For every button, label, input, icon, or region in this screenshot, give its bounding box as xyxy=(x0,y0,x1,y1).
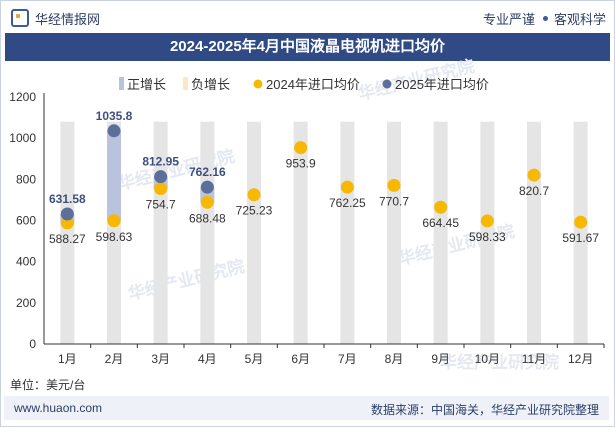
legend-swatch-bar xyxy=(183,77,188,90)
legend-label: 负增长 xyxy=(191,77,230,92)
dot-2024 xyxy=(60,216,74,230)
background-column xyxy=(573,121,588,344)
dot-2024 xyxy=(480,214,494,228)
x-tick-label: 1月 xyxy=(58,352,77,366)
data-label-2025: 1035.8 xyxy=(96,109,133,123)
data-label-2024: 953.9 xyxy=(286,157,316,171)
background-column xyxy=(387,121,401,344)
y-tick-label: 1200 xyxy=(9,90,36,104)
y-tick-label: 400 xyxy=(16,255,36,269)
footer-bar: www.huaon.com 数据来源：中国海关，华经产业研究院整理 xyxy=(4,396,609,420)
legend-swatch-dot xyxy=(253,79,263,89)
data-label-2024: 598.33 xyxy=(469,230,506,244)
background-column xyxy=(433,121,448,344)
x-tick-label: 10月 xyxy=(475,352,500,366)
y-tick-label: 600 xyxy=(16,214,36,228)
dot-2025 xyxy=(60,207,74,221)
background-column xyxy=(480,121,495,344)
x-tick-label: 4月 xyxy=(198,352,217,366)
dot-2025 xyxy=(200,180,214,194)
x-tick-label: 8月 xyxy=(385,352,404,366)
legend-swatch-bar xyxy=(119,77,124,90)
unit-label: 单位：美元/台 xyxy=(10,378,86,392)
data-label-2024: 598.63 xyxy=(96,230,133,244)
dot-2024 xyxy=(574,215,588,229)
data-label-2024: 688.48 xyxy=(189,211,226,225)
increase-bar xyxy=(107,130,121,221)
dot-2024 xyxy=(200,195,214,209)
legend-label: 2025年进口均价 xyxy=(395,77,489,92)
hexagon-logo-icon xyxy=(11,9,29,27)
x-tick-label: 3月 xyxy=(151,352,170,366)
chart-title: 2024-2025年4月中国液晶电视机进口均价 xyxy=(5,33,610,61)
x-tick-label: 12月 xyxy=(568,352,593,366)
data-label-2024: 770.7 xyxy=(379,194,409,208)
slogan: 专业严谨 客观科学 xyxy=(483,9,606,28)
x-tick-label: 11月 xyxy=(522,352,546,366)
data-label-2024: 664.45 xyxy=(422,216,459,230)
background-column xyxy=(527,121,541,344)
bullet-dot-icon xyxy=(542,16,548,21)
legend-label: 2024年进口均价 xyxy=(266,77,360,92)
dot-2024 xyxy=(154,182,168,196)
data-source: 数据来源：中国海关，华经产业研究院整理 xyxy=(370,403,599,417)
dot-2024 xyxy=(340,180,354,194)
legend-label: 正增长 xyxy=(127,77,166,92)
slogan-left: 专业严谨 xyxy=(482,12,535,27)
dot-2024 xyxy=(294,141,308,155)
website-link[interactable]: www.huaon.com xyxy=(14,401,103,415)
background-column xyxy=(60,121,75,344)
data-label-2024: 762.25 xyxy=(329,196,366,210)
dot-2024 xyxy=(107,214,121,228)
data-label-2024: 591.67 xyxy=(562,231,599,245)
watermark-text: 华经产业研究院 xyxy=(126,256,246,304)
x-tick-label: 6月 xyxy=(291,352,310,366)
background-column xyxy=(247,121,261,344)
dot-2025 xyxy=(107,124,121,138)
dot-2024 xyxy=(434,200,448,214)
data-label-2024: 588.27 xyxy=(49,232,86,246)
data-label-2024: 820.7 xyxy=(519,184,549,198)
brand-name: 华经情报网 xyxy=(35,12,101,27)
x-tick-label: 2月 xyxy=(105,352,124,366)
background-column xyxy=(200,121,215,344)
x-tick-label: 7月 xyxy=(338,352,357,366)
dot-2024 xyxy=(527,168,541,182)
x-tick-label: 9月 xyxy=(431,352,450,366)
dot-2025 xyxy=(154,170,168,184)
top-bar: 华经情报网 专业严谨 客观科学 xyxy=(11,7,606,29)
y-tick-label: 200 xyxy=(16,296,36,310)
data-label-2024: 754.7 xyxy=(146,198,176,212)
x-tick-label: 5月 xyxy=(245,352,264,366)
background-column xyxy=(340,121,355,344)
data-label-2025: 812.95 xyxy=(142,155,179,169)
data-label-2025: 762.16 xyxy=(189,165,226,179)
slogan-right: 客观科学 xyxy=(553,12,606,27)
y-tick-label: 0 xyxy=(29,337,36,351)
legend-swatch-dot xyxy=(382,79,392,89)
brand[interactable]: 华经情报网 xyxy=(11,9,100,28)
data-label-2024: 725.23 xyxy=(236,204,273,218)
background-column xyxy=(293,121,308,344)
data-label-2025: 631.58 xyxy=(49,192,86,206)
dot-2024 xyxy=(247,188,261,202)
y-tick-label: 1000 xyxy=(9,131,36,145)
dot-2024 xyxy=(387,178,401,192)
y-tick-label: 800 xyxy=(16,172,36,186)
watermark-text: 华经产业研究院 xyxy=(440,352,559,372)
